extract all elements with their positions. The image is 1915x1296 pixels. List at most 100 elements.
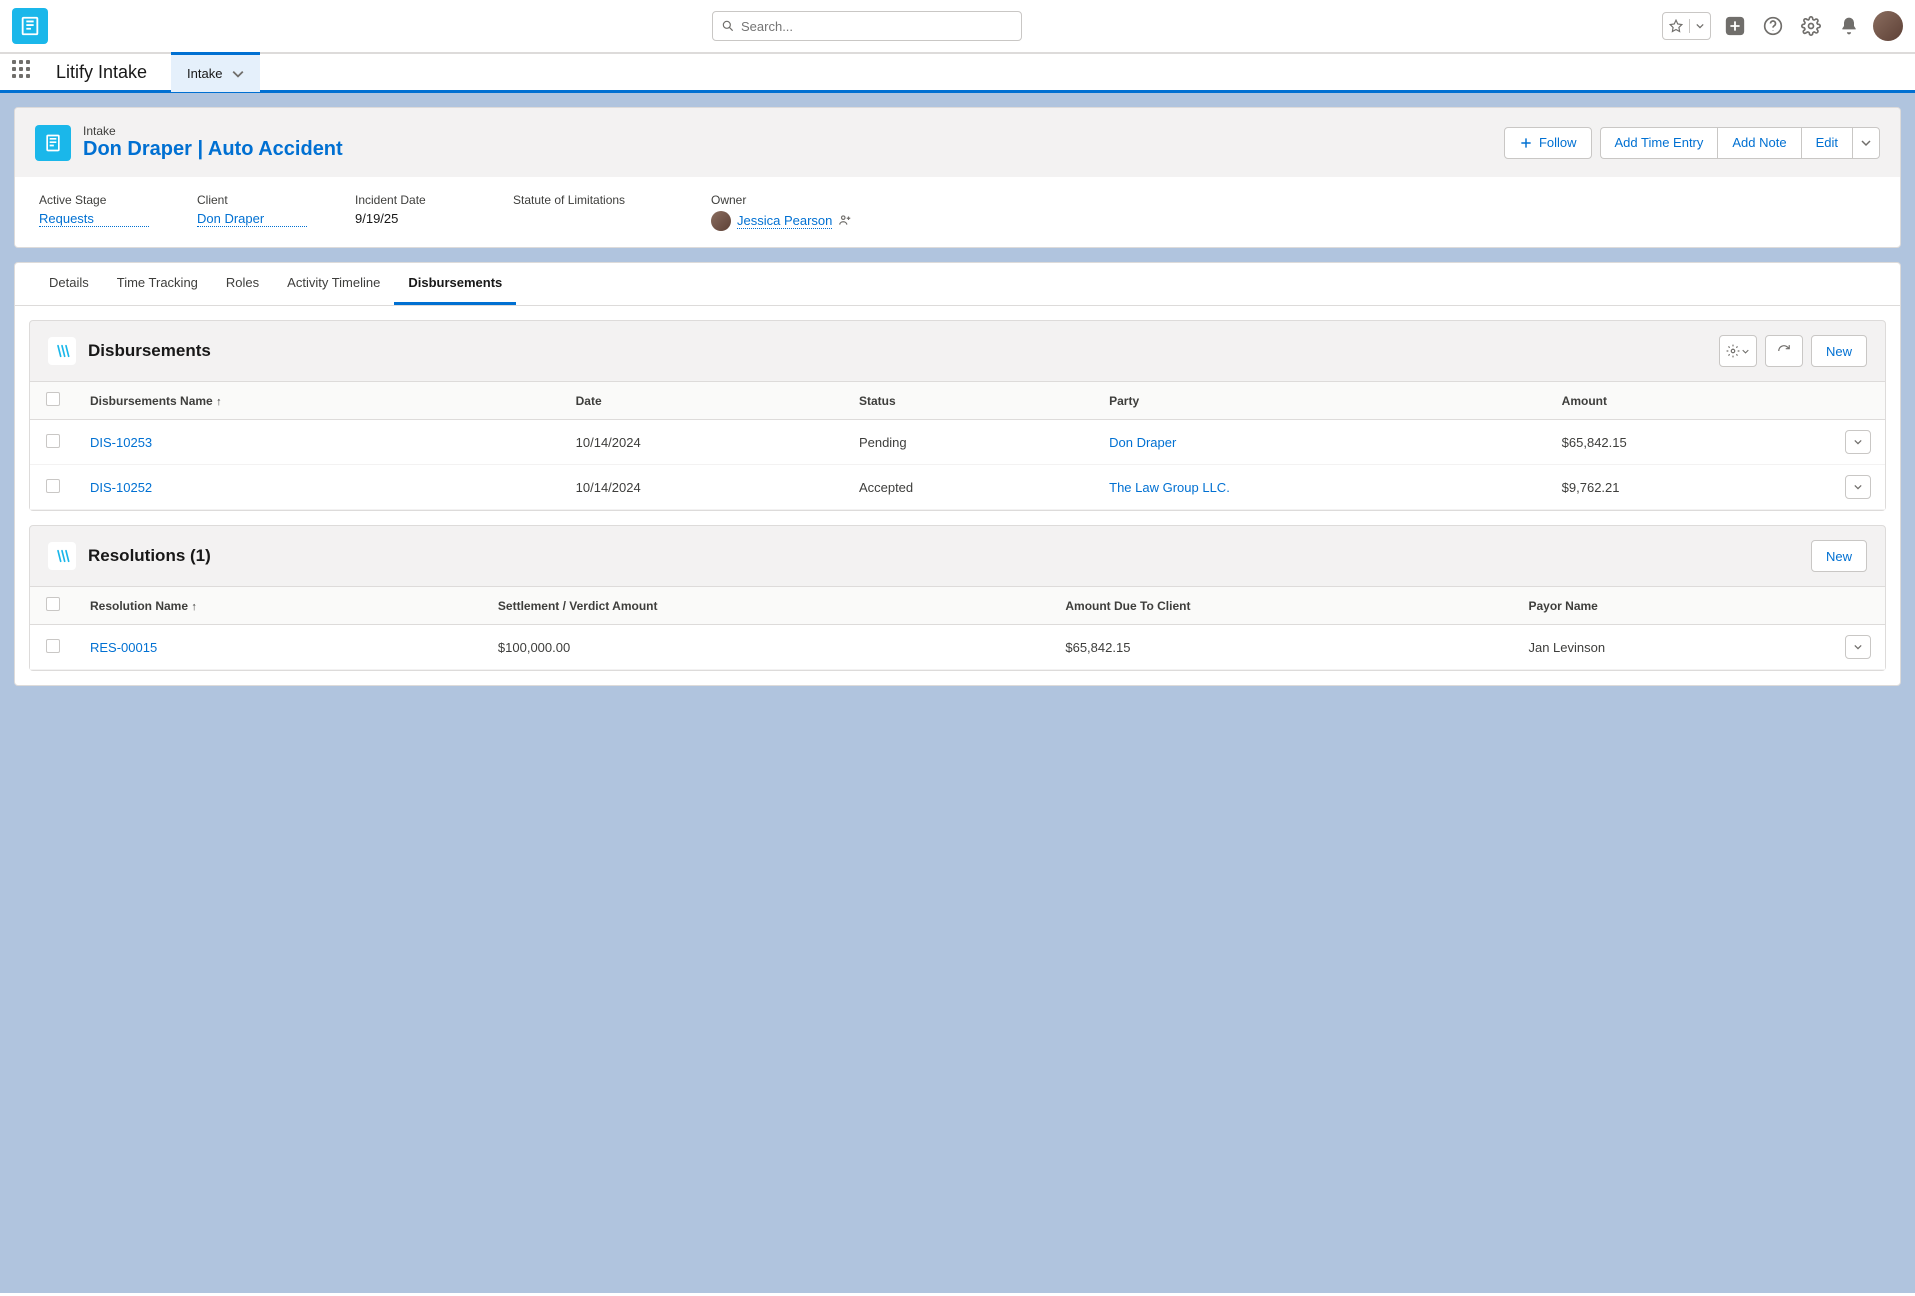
col-actions bbox=[1831, 382, 1885, 420]
col-amount[interactable]: Amount bbox=[1548, 382, 1831, 420]
chevron-down-icon bbox=[1861, 138, 1871, 148]
detail-card: Details Time Tracking Roles Activity Tim… bbox=[14, 262, 1901, 686]
col-settlement[interactable]: Settlement / Verdict Amount bbox=[484, 587, 1051, 625]
col-payor[interactable]: Payor Name bbox=[1514, 587, 1831, 625]
highlight-statute: Statute of Limitations bbox=[513, 193, 663, 231]
tab-details[interactable]: Details bbox=[35, 263, 103, 305]
notifications-button[interactable] bbox=[1835, 12, 1863, 40]
row-menu-button[interactable] bbox=[1845, 475, 1871, 499]
tab-roles[interactable]: Roles bbox=[212, 263, 273, 305]
resolutions-icon bbox=[48, 542, 76, 570]
list-title[interactable]: Disbursements bbox=[88, 341, 211, 361]
row-menu-button[interactable] bbox=[1845, 430, 1871, 454]
context-bar: Litify Intake Intake bbox=[0, 53, 1915, 93]
user-avatar[interactable] bbox=[1873, 11, 1903, 41]
setup-button[interactable] bbox=[1797, 12, 1825, 40]
col-status[interactable]: Status bbox=[845, 382, 1095, 420]
record-actions: Follow Add Time Entry Add Note Edit bbox=[1504, 127, 1880, 159]
record-icon bbox=[35, 125, 71, 161]
cell-payor: Jan Levinson bbox=[1514, 625, 1831, 670]
more-actions-button[interactable] bbox=[1852, 127, 1880, 159]
disbursement-link[interactable]: DIS-10252 bbox=[76, 465, 562, 510]
app-launcher[interactable] bbox=[12, 60, 36, 84]
hl-label: Owner bbox=[711, 193, 852, 207]
search-wrap bbox=[72, 11, 1662, 41]
app-logo[interactable] bbox=[12, 8, 48, 44]
new-disbursement-button[interactable]: New bbox=[1811, 335, 1867, 367]
help-button[interactable] bbox=[1759, 12, 1787, 40]
cell-date: 10/14/2024 bbox=[562, 465, 845, 510]
col-due[interactable]: Amount Due To Client bbox=[1051, 587, 1514, 625]
tab-content: Disbursements New bbox=[15, 320, 1900, 685]
row-menu-button[interactable] bbox=[1845, 635, 1871, 659]
list-actions: New bbox=[1811, 540, 1867, 572]
nav-tab-label: Intake bbox=[187, 66, 222, 81]
highlight-client: Client Don Draper bbox=[197, 193, 307, 231]
col-name[interactable]: Disbursements Name ↑ bbox=[76, 382, 562, 420]
plus-icon bbox=[1519, 136, 1533, 150]
disbursements-icon bbox=[48, 337, 76, 365]
nav-tab-intake[interactable]: Intake bbox=[171, 52, 260, 92]
select-all-header[interactable] bbox=[30, 382, 76, 420]
disbursements-list: Disbursements New bbox=[29, 320, 1886, 511]
record-title[interactable]: Don Draper | Auto Accident bbox=[83, 138, 343, 161]
global-actions-button[interactable] bbox=[1721, 12, 1749, 40]
highlights-panel: Active Stage Requests Client Don Draper … bbox=[15, 177, 1900, 247]
cell-status: Accepted bbox=[845, 465, 1095, 510]
app-name: Litify Intake bbox=[56, 62, 147, 83]
favorites-menu[interactable] bbox=[1662, 12, 1711, 40]
search-input[interactable] bbox=[741, 19, 1013, 34]
tab-time-tracking[interactable]: Time Tracking bbox=[103, 263, 212, 305]
party-link[interactable]: The Law Group LLC. bbox=[1095, 465, 1548, 510]
list-settings-button[interactable] bbox=[1719, 335, 1757, 367]
add-time-entry-button[interactable]: Add Time Entry bbox=[1600, 127, 1718, 159]
highlight-owner: Owner Jessica Pearson bbox=[711, 193, 852, 231]
add-note-button[interactable]: Add Note bbox=[1717, 127, 1800, 159]
edit-button[interactable]: Edit bbox=[1801, 127, 1852, 159]
bell-icon bbox=[1839, 16, 1859, 36]
list-actions: New bbox=[1719, 335, 1867, 367]
sort-arrow-icon: ↑ bbox=[216, 396, 222, 408]
help-icon bbox=[1763, 16, 1783, 36]
col-date[interactable]: Date bbox=[562, 382, 845, 420]
hl-label: Client bbox=[197, 193, 307, 207]
row-checkbox[interactable] bbox=[46, 479, 60, 493]
chevron-down-icon bbox=[1854, 438, 1862, 446]
disbursement-link[interactable]: DIS-10253 bbox=[76, 420, 562, 465]
tab-activity-timeline[interactable]: Activity Timeline bbox=[273, 263, 394, 305]
row-checkbox[interactable] bbox=[46, 434, 60, 448]
hl-value[interactable]: Don Draper bbox=[197, 211, 307, 227]
global-search[interactable] bbox=[712, 11, 1022, 41]
cell-settlement: $100,000.00 bbox=[484, 625, 1051, 670]
col-party[interactable]: Party bbox=[1095, 382, 1548, 420]
list-header: Resolutions (1) New bbox=[30, 526, 1885, 586]
list-title[interactable]: Resolutions (1) bbox=[88, 546, 211, 566]
chevron-down-icon bbox=[1696, 22, 1704, 30]
highlight-incident-date: Incident Date 9/19/25 bbox=[355, 193, 465, 231]
chevron-down-icon bbox=[232, 68, 244, 80]
owner-link[interactable]: Jessica Pearson bbox=[737, 213, 832, 229]
resolutions-list: Resolutions (1) New Resolution Name ↑ Se… bbox=[29, 525, 1886, 671]
cell-due: $65,842.15 bbox=[1051, 625, 1514, 670]
owner-avatar bbox=[711, 211, 731, 231]
change-owner-button[interactable] bbox=[838, 213, 852, 230]
new-resolution-button[interactable]: New bbox=[1811, 540, 1867, 572]
chevron-down-icon bbox=[1854, 643, 1862, 651]
list-header: Disbursements New bbox=[30, 321, 1885, 381]
resolution-link[interactable]: RES-00015 bbox=[76, 625, 484, 670]
tab-disbursements[interactable]: Disbursements bbox=[394, 263, 516, 305]
refresh-button[interactable] bbox=[1765, 335, 1803, 367]
follow-label: Follow bbox=[1539, 135, 1577, 150]
col-name[interactable]: Resolution Name ↑ bbox=[76, 587, 484, 625]
change-owner-icon bbox=[838, 213, 852, 227]
party-link[interactable]: Don Draper bbox=[1095, 420, 1548, 465]
hl-label: Incident Date bbox=[355, 193, 465, 207]
select-all-header[interactable] bbox=[30, 587, 76, 625]
follow-button[interactable]: Follow bbox=[1504, 127, 1592, 159]
hl-value[interactable]: Requests bbox=[39, 211, 149, 227]
page-body: Intake Don Draper | Auto Accident Follow… bbox=[0, 93, 1915, 1293]
row-checkbox[interactable] bbox=[46, 639, 60, 653]
resolutions-table: Resolution Name ↑ Settlement / Verdict A… bbox=[30, 586, 1885, 670]
col-actions bbox=[1831, 587, 1885, 625]
highlight-stage: Active Stage Requests bbox=[39, 193, 149, 231]
